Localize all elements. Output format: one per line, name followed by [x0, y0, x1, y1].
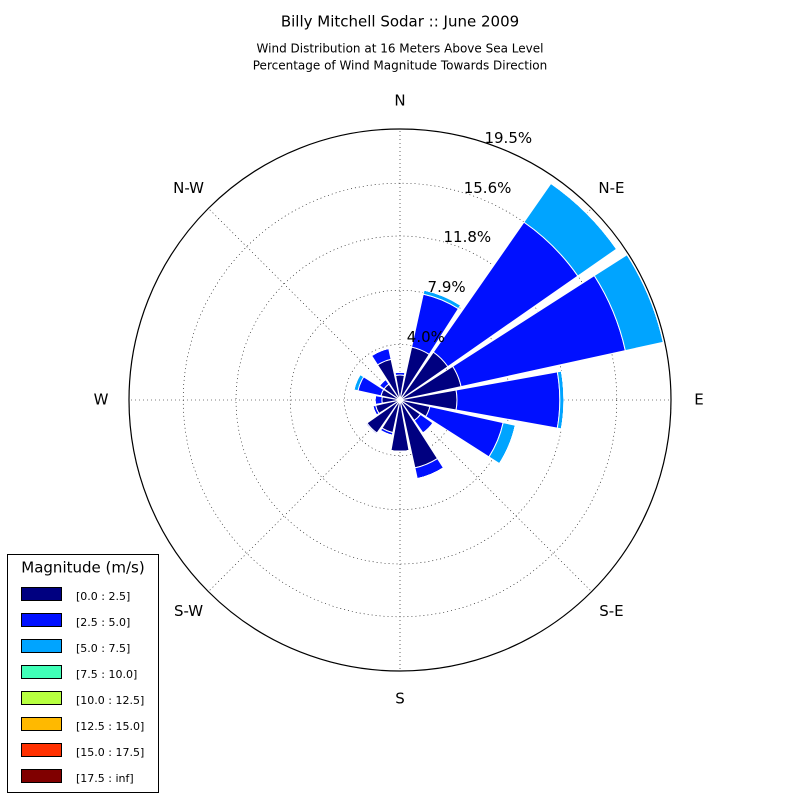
wind-bar: [499, 425, 516, 464]
legend-title: Magnitude (m/s): [21, 559, 144, 577]
chart-subtitle: Wind Distribution at 16 Meters Above Sea…: [257, 42, 544, 56]
legend-swatch: [21, 613, 62, 627]
radial-tick-label: 19.5%: [484, 129, 532, 147]
direction-label: E: [694, 391, 703, 409]
grid-spoke: [208, 208, 401, 401]
chart-title: Billy Mitchell Sodar :: June 2009: [281, 13, 519, 31]
wind-bar: [353, 374, 361, 390]
radial-tick-label: 4.0%: [407, 328, 445, 346]
direction-label: S-E: [599, 602, 623, 620]
legend-label: [7.5 : 10.0]: [76, 668, 137, 681]
legend-label: [12.5 : 15.0]: [76, 720, 144, 733]
wind-bar: [374, 395, 383, 405]
legend-label: [5.0 : 7.5]: [76, 642, 130, 655]
wind-bar: [390, 450, 410, 452]
legend-swatch: [21, 743, 62, 757]
polar-frame: [128, 128, 672, 672]
direction-label: S: [395, 690, 405, 708]
legend-label: [10.0 : 12.5]: [76, 694, 144, 707]
wind-bar: [424, 289, 461, 306]
direction-label: W: [94, 391, 109, 409]
wind-bar: [371, 347, 389, 356]
radial-tick-label: 15.6%: [464, 179, 512, 197]
direction-label: N-E: [598, 179, 624, 197]
wind-bar: [626, 254, 664, 343]
direction-label: N-W: [173, 179, 204, 197]
legend-label: [0.0 : 2.5]: [76, 590, 130, 603]
radial-tick-label: 7.9%: [428, 278, 466, 296]
radial-tick-label: 11.8%: [444, 228, 492, 246]
wind-bar: [422, 422, 434, 434]
chart-subtitle: Percentage of Wind Magnitude Towards Dir…: [253, 59, 547, 73]
legend-swatch: [21, 769, 62, 783]
wind-bar: [365, 423, 377, 435]
legend-swatch: [21, 691, 62, 705]
legend-label: [2.5 : 5.0]: [76, 616, 130, 629]
legend-swatch: [21, 587, 62, 601]
legend-swatch: [21, 665, 62, 679]
legend-swatch: [21, 717, 62, 731]
legend-swatch: [21, 639, 62, 653]
wind-bar: [372, 405, 378, 416]
direction-label: S-W: [174, 602, 203, 620]
legend-label: [17.5 : inf]: [76, 772, 134, 785]
legend-label: [15.0 : 17.5]: [76, 746, 144, 759]
direction-label: N: [394, 92, 405, 110]
